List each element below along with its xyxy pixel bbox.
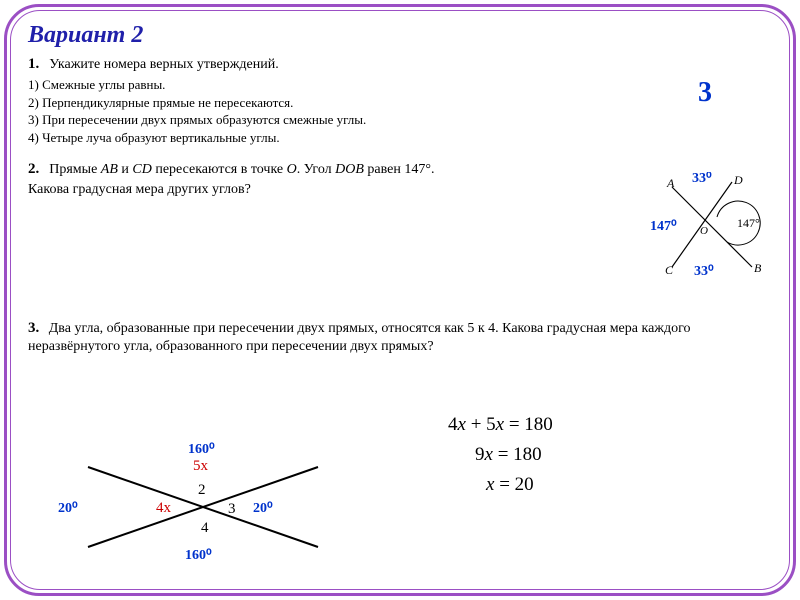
p2-t3: пересекаются в точке bbox=[152, 162, 287, 177]
p2-cd: CD bbox=[132, 162, 151, 177]
eq3b: = 20 bbox=[494, 474, 533, 495]
content-area: Вариант 2 1. Укажите номера верных утвер… bbox=[28, 22, 772, 578]
d3-n4: 4 bbox=[201, 520, 209, 536]
eq2b: = 180 bbox=[493, 444, 542, 465]
d3-left: 20⁰ bbox=[58, 501, 78, 516]
p2-dob: DOB bbox=[335, 162, 364, 177]
d3-bot: 160⁰ bbox=[185, 548, 212, 563]
p2-t4: . Угол bbox=[297, 162, 335, 177]
p2-t2: и bbox=[118, 162, 133, 177]
diagram-3: 160⁰ 5x 20⁰ 4x 2 3 4 20⁰ 160⁰ bbox=[58, 437, 338, 577]
ans-33-top: 33⁰ bbox=[692, 172, 712, 186]
problem-1: 1. Укажите номера верных утверждений. bbox=[28, 55, 772, 74]
p1-opt2: 2) Перпендикулярные прямые не пересекают… bbox=[28, 94, 772, 112]
d3-n3: 3 bbox=[228, 501, 236, 517]
page-title: Вариант 2 bbox=[28, 22, 772, 49]
eq1c: = 180 bbox=[504, 414, 553, 435]
ans-147: 147⁰ bbox=[650, 219, 677, 234]
lbl-B: B bbox=[754, 261, 762, 275]
d3-5x: 5x bbox=[193, 458, 209, 474]
lbl-O: O bbox=[700, 225, 708, 237]
problem-3: 3. Два угла, образованные при пересечени… bbox=[28, 319, 728, 357]
p1-opt4: 4) Четыре луча образуют вертикальные угл… bbox=[28, 129, 772, 147]
problem-2: 2. Прямые AB и CD пересекаются в точке O… bbox=[28, 160, 478, 198]
eq1x2: x bbox=[496, 414, 504, 435]
d3-4x: 4x bbox=[156, 500, 172, 516]
p1-num: 1. bbox=[28, 56, 39, 72]
p2-num: 2. bbox=[28, 161, 39, 177]
lbl-C: C bbox=[665, 263, 674, 277]
p3-text: Два угла, образованные при пересечении д… bbox=[28, 321, 690, 355]
diagram-2-svg: A D C B O 147° 33⁰ 147⁰ 33⁰ bbox=[642, 172, 772, 292]
eq1b: + 5 bbox=[466, 414, 496, 435]
diagram-3-svg: 160⁰ 5x 20⁰ 4x 2 3 4 20⁰ 160⁰ bbox=[58, 437, 338, 577]
eq2a: 9 bbox=[475, 444, 485, 465]
eq1: 4x + 5x = 180 bbox=[448, 414, 553, 436]
p2-ab: AB bbox=[101, 162, 118, 177]
p1-prompt: Укажите номера верных утверждений. bbox=[49, 57, 278, 72]
eq2x: x bbox=[485, 444, 493, 465]
lbl-A: A bbox=[666, 176, 675, 190]
lbl-D: D bbox=[733, 173, 743, 187]
p1-opt3: 3) При пересечении двух прямых образуютс… bbox=[28, 111, 772, 129]
diagram-2: A D C B O 147° 33⁰ 147⁰ 33⁰ bbox=[642, 172, 772, 292]
eq1a: 4 bbox=[448, 414, 458, 435]
p1-opt1: 1) Смежные углы равны. bbox=[28, 76, 772, 94]
p3-num: 3. bbox=[28, 320, 39, 336]
ans-33-bot: 33⁰ bbox=[694, 264, 714, 279]
eq2: 9x = 180 bbox=[475, 444, 542, 466]
eq1x1: x bbox=[458, 414, 466, 435]
d3-top: 160⁰ bbox=[188, 442, 215, 457]
eq3: x = 20 bbox=[486, 474, 534, 496]
d3-n2: 2 bbox=[198, 482, 206, 498]
p2-t1: Прямые bbox=[49, 162, 101, 177]
p2-o: O bbox=[287, 162, 297, 177]
angle-147: 147° bbox=[737, 216, 760, 230]
p1-answer: 3 bbox=[698, 77, 712, 109]
d3-right: 20⁰ bbox=[253, 501, 273, 516]
